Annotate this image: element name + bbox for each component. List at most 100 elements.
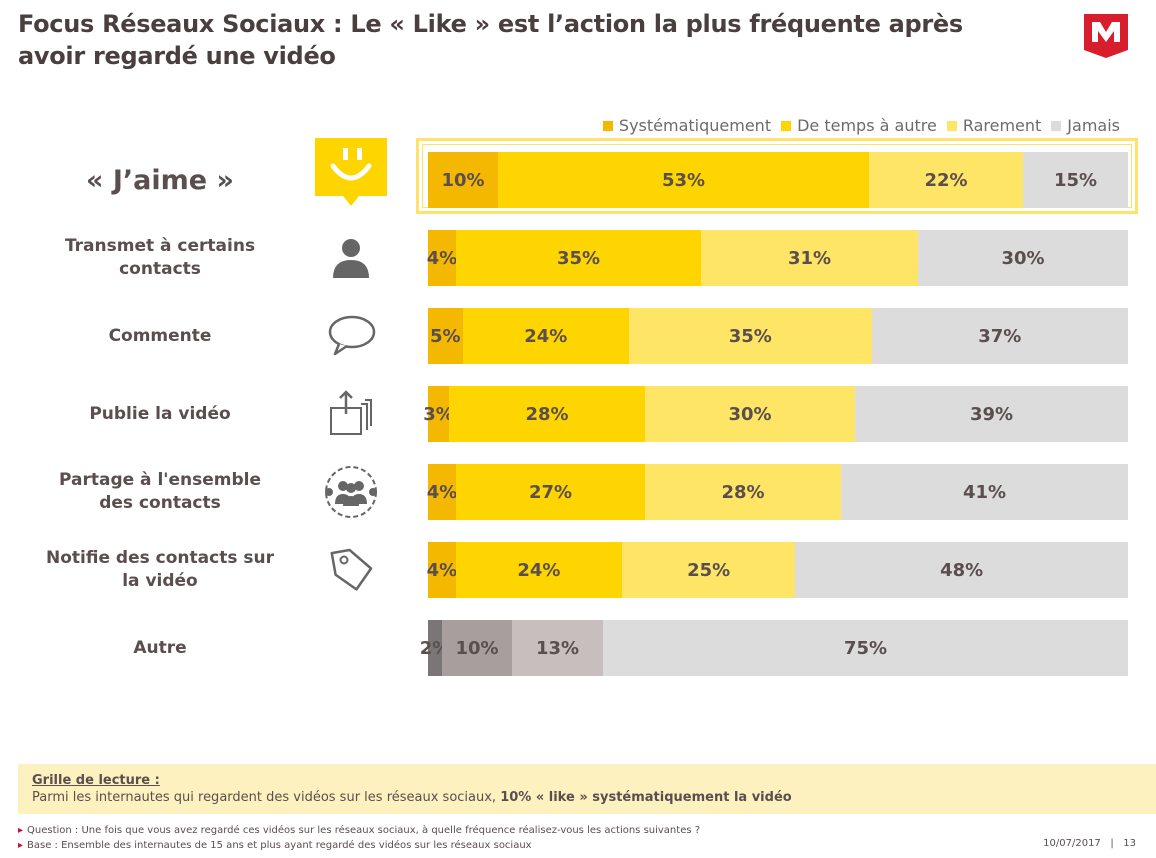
stacked-bar: 2% 10% 13% 75% bbox=[420, 620, 1128, 676]
reading-guide-title: Grille de lecture : bbox=[32, 773, 160, 788]
data-label: 35% bbox=[728, 325, 772, 347]
data-label: 48% bbox=[940, 559, 984, 581]
bar-segment: 22% bbox=[869, 152, 1023, 208]
stacked-bar: 3% 28% 30% 39% bbox=[423, 386, 1128, 442]
legend-label: Jamais bbox=[1067, 116, 1120, 135]
group-icon bbox=[315, 464, 387, 524]
bar-segment: 31% bbox=[701, 230, 918, 286]
bar-segment: 3% bbox=[423, 386, 454, 442]
bar-segment: 35% bbox=[456, 230, 701, 286]
data-label: 27% bbox=[528, 481, 573, 503]
data-label: 22% bbox=[924, 169, 968, 191]
stacked-bar: 4% 24% 25% 48% bbox=[427, 542, 1128, 598]
legend-label: Systématiquement bbox=[618, 116, 772, 135]
bar-segment: 10% bbox=[442, 620, 512, 676]
bar-segment: 25% bbox=[622, 542, 796, 598]
page-title-line1: Focus Réseaux Sociaux : Le « Like » est … bbox=[18, 10, 963, 38]
data-label: 10% bbox=[455, 637, 499, 659]
data-label: 75% bbox=[843, 637, 888, 659]
data-label: 25% bbox=[687, 559, 731, 581]
data-label: 41% bbox=[962, 481, 1007, 503]
data-label: 15% bbox=[1053, 169, 1098, 191]
bar-segment: 10% bbox=[428, 152, 498, 208]
data-label: 5% bbox=[430, 325, 461, 347]
data-label: 10% bbox=[441, 169, 485, 191]
footer-meta: 10/07/2017 | 13 bbox=[1043, 838, 1136, 849]
stacked-bar: 10% 53% 22% 15% bbox=[428, 152, 1128, 208]
data-label: 28% bbox=[525, 403, 569, 425]
speech-bubble-icon bbox=[315, 314, 387, 362]
row-label: Partage à l'ensemble des contacts bbox=[58, 470, 262, 513]
reading-guide-body: Parmi les internautes qui regardent des … bbox=[32, 789, 1142, 806]
m-logo-icon bbox=[1084, 14, 1128, 58]
bar-segment: 27% bbox=[456, 464, 645, 520]
legend-label: Rarement bbox=[962, 116, 1042, 135]
bar-segment: 75% bbox=[603, 620, 1128, 676]
bullet-marker-icon: ▸ bbox=[18, 825, 24, 836]
footnote-base: ▸ Base : Ensemble des internautes de 15 a… bbox=[18, 838, 918, 853]
data-label: 28% bbox=[721, 481, 765, 503]
legend-swatch bbox=[602, 120, 613, 131]
data-label: 30% bbox=[1001, 247, 1045, 269]
chart-legend: Systématiquement De temps à autre Rarement… bbox=[520, 116, 1120, 135]
legend-label: De temps à autre bbox=[797, 116, 937, 135]
bar-segment: 5% bbox=[428, 308, 463, 364]
bar-segment: 35% bbox=[628, 308, 872, 364]
bar-segment: 2% bbox=[420, 620, 450, 676]
legend-item: Rarement bbox=[946, 116, 1042, 135]
stacked-bar: 4% 27% 28% 41% bbox=[426, 464, 1128, 520]
row-label: Transmet à certains contacts bbox=[64, 236, 256, 279]
row-label: Publie la vidéo bbox=[89, 404, 231, 424]
footnotes: ▸ Question : Une fois que vous avez regar… bbox=[18, 823, 918, 853]
bar-segment: 30% bbox=[645, 386, 855, 442]
chart-row: Commente 5% 24% 35% 37% bbox=[0, 308, 1156, 364]
highlight-frame-outer bbox=[416, 138, 1138, 214]
bar-segment: 28% bbox=[449, 386, 645, 442]
row-label: Commente bbox=[108, 326, 212, 346]
legend-item: Jamais bbox=[1051, 116, 1120, 135]
chart-row: Partage à l'ensemble des contacts 4% 27% 28… bbox=[0, 464, 1156, 520]
upload-stack-icon bbox=[315, 386, 387, 446]
legend-item: De temps à autre bbox=[781, 116, 937, 135]
smiley-icon bbox=[315, 138, 387, 214]
bar-segment: 15% bbox=[1023, 152, 1128, 208]
bar-segment: 4% bbox=[426, 230, 458, 286]
bar-segment: 4% bbox=[427, 542, 457, 598]
data-label: 4% bbox=[426, 481, 458, 503]
data-label: 31% bbox=[787, 247, 832, 269]
person-icon bbox=[315, 236, 387, 284]
data-label: 24% bbox=[517, 559, 561, 581]
data-label: 30% bbox=[728, 403, 772, 425]
bar-segment: 4% bbox=[426, 464, 458, 520]
page-title-line2: avoir regardé une vidéo bbox=[18, 42, 336, 70]
stacked-bar: 5% 24% 35% 37% bbox=[428, 308, 1128, 364]
bar-segment: 24% bbox=[455, 542, 623, 598]
data-label: 53% bbox=[661, 169, 706, 191]
bar-segment: 28% bbox=[645, 464, 841, 520]
data-label: 13% bbox=[535, 637, 580, 659]
reading-guide-highlight: 10% « like » systématiquement la vidéo bbox=[500, 790, 792, 805]
chart-row: Autre 2% 10% 13% 75% bbox=[0, 620, 1156, 676]
stacked-bar: 4% 35% 31% 30% bbox=[426, 230, 1128, 286]
bullet-marker-icon: ▸ bbox=[18, 840, 24, 851]
bar-segment: 41% bbox=[841, 464, 1128, 520]
row-label: Notifie des contacts sur la vidéo bbox=[46, 548, 274, 591]
bar-segment: 37% bbox=[871, 308, 1128, 364]
legend-item: Systématiquement bbox=[602, 116, 772, 135]
row-label: « J’aime » bbox=[86, 165, 234, 196]
reading-guide: Grille de lecture : Parmi les internaute… bbox=[18, 764, 1156, 814]
legend-swatch bbox=[781, 120, 792, 131]
footer-page: 13 bbox=[1123, 838, 1136, 849]
footnote-question: ▸ Question : Une fois que vous avez regar… bbox=[18, 823, 918, 838]
row-label: Autre bbox=[133, 638, 187, 658]
tag-icon bbox=[315, 542, 387, 602]
data-label: 24% bbox=[524, 325, 568, 347]
bar-segment: 24% bbox=[462, 308, 629, 364]
bar-segment: 53% bbox=[498, 152, 869, 208]
footer-separator: | bbox=[1110, 838, 1114, 849]
data-label: 4% bbox=[426, 247, 458, 269]
bar-segment: 39% bbox=[855, 386, 1128, 442]
chart-row: Publie la vidéo 3% 28% 30% 39% bbox=[0, 386, 1156, 442]
chart-row: « J’aime » 10% 53% 22% 15% bbox=[0, 138, 1156, 208]
data-label: 37% bbox=[978, 325, 1022, 347]
